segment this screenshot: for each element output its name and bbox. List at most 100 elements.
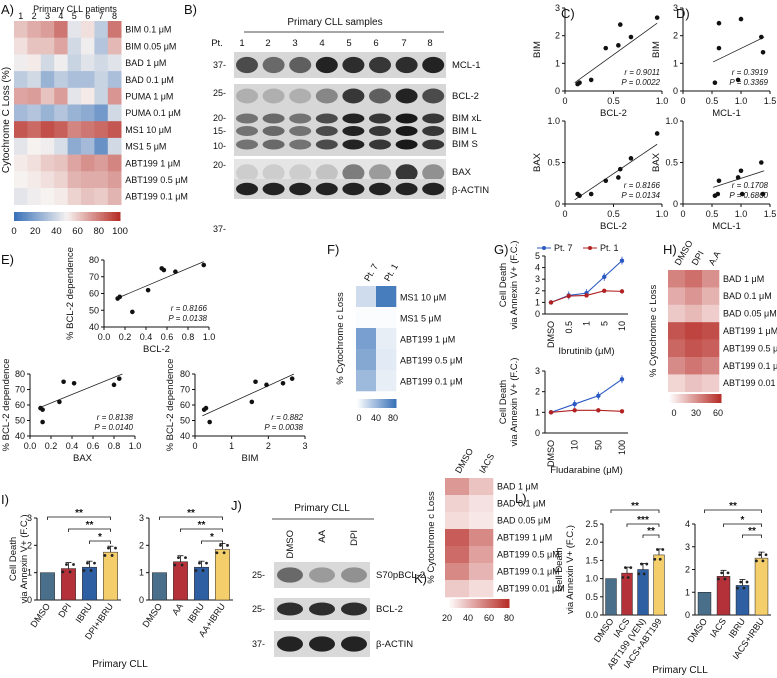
- y-tick-label: 2.5: [585, 519, 598, 529]
- data-point: [617, 166, 623, 172]
- y-tick-label: 50: [89, 305, 99, 315]
- blot-band: [236, 182, 258, 196]
- band-label: S70pBCL-2: [376, 570, 425, 581]
- heatmap-cell: [445, 529, 470, 547]
- colorbar-segment: [366, 399, 369, 408]
- heatmap-cell: [445, 546, 470, 564]
- colorbar-tick: 40: [463, 613, 473, 623]
- colorbar-segment: [699, 394, 703, 403]
- mw-marker: 37-: [252, 639, 265, 649]
- replicate-point: [205, 561, 208, 565]
- colorbar-segment: [488, 599, 491, 608]
- y-tick-label: 0: [27, 595, 32, 605]
- mw-marker: 20-: [213, 113, 226, 123]
- heatmap-cell: [27, 137, 42, 155]
- x-axis-label: MCL-1: [712, 221, 741, 232]
- colorbar-segment: [35, 212, 39, 221]
- colorbar-segment: [668, 394, 671, 403]
- significance-label: **: [86, 520, 94, 531]
- significance-bracket: [742, 534, 762, 538]
- heatmap-cell: [469, 529, 494, 547]
- colorbar-segment: [669, 394, 673, 403]
- colorbar-tick: 60: [484, 613, 494, 623]
- colorbar-segment: [64, 212, 68, 221]
- y-tick-label: 60: [180, 400, 190, 410]
- replicate-point: [219, 543, 222, 547]
- replicate-point: [626, 576, 630, 579]
- bar: [621, 572, 633, 616]
- lane-label: 5: [346, 38, 351, 49]
- fit-line: [38, 373, 123, 409]
- x-tick-label: IACS: [708, 616, 728, 639]
- data-point: [654, 131, 660, 136]
- colorbar-segment: [96, 212, 100, 221]
- colorbar-segment: [680, 394, 683, 403]
- significance-label: **: [647, 526, 655, 537]
- blot-band: [289, 56, 312, 74]
- heatmap-cell: [54, 21, 68, 38]
- lane-label: DPI: [349, 530, 360, 546]
- stat-r: r = 0.1708: [732, 181, 769, 190]
- axis-label: % Cytochrome c Loss: [426, 491, 437, 584]
- colorbar-segment: [480, 599, 483, 608]
- colorbar-segment: [377, 399, 380, 408]
- heatmap-cell: [668, 270, 686, 288]
- heatmap-cell: [14, 171, 28, 189]
- replicate-point: [222, 551, 226, 555]
- y-tick-label: 1: [139, 568, 144, 578]
- y-tick-label: 1: [685, 587, 690, 597]
- series-point: [619, 377, 625, 382]
- heatmap-cell: [356, 328, 377, 350]
- heatmap-cell: [668, 287, 686, 306]
- significance-bracket: [159, 516, 223, 520]
- x-tick-label: 1.5: [764, 96, 777, 106]
- colorbar-segment: [104, 212, 108, 221]
- data-point: [111, 382, 117, 388]
- heatmap-cell: [14, 37, 28, 55]
- data-point: [249, 399, 255, 405]
- y-axis-label: BAX: [651, 152, 662, 172]
- heatmap-cell: [445, 495, 470, 513]
- blot-band: [369, 126, 391, 136]
- data-point: [735, 77, 741, 83]
- heatmap-cell: [702, 374, 720, 393]
- column-label: Pt. 1: [382, 262, 400, 283]
- row-label: MS1 5 μM: [125, 142, 166, 152]
- heatmap-cell: [94, 171, 109, 189]
- series-point: [602, 288, 607, 293]
- colorbar-segment: [389, 399, 392, 408]
- heatmap-cell: [54, 121, 68, 139]
- heatmap-cell: [94, 71, 109, 89]
- heatmap-cell: [81, 154, 95, 172]
- heatmap-cell: [685, 287, 703, 306]
- colorbar-segment: [43, 212, 47, 221]
- y-tick-label: 3: [139, 513, 144, 523]
- heatmap-cell: [469, 546, 494, 564]
- colorbar-segment: [56, 212, 60, 221]
- heatmap-cell: [67, 54, 82, 72]
- column-label: IACS: [477, 452, 496, 475]
- row-label: ABT199 1 μM: [125, 158, 180, 168]
- y-axis-label: % BCL-2 dependence: [1, 359, 12, 452]
- x-axis-label: MCL-1: [712, 108, 741, 119]
- mw-marker: 25-: [252, 570, 265, 580]
- colorbar-segment: [368, 399, 370, 408]
- colorbar-segment: [492, 599, 496, 608]
- colorbar-segment: [74, 212, 79, 221]
- bar: [61, 568, 76, 601]
- colorbar-segment: [463, 599, 467, 608]
- heatmap-cell: [40, 21, 55, 38]
- x-tick-label: DMSO: [592, 616, 616, 644]
- series-line: [550, 409, 623, 413]
- heatmap-cell: [668, 357, 686, 375]
- blot-band: [262, 88, 285, 104]
- y-tick-label: 4: [685, 519, 690, 529]
- colorbar-tick: 40: [371, 413, 381, 423]
- colorbar-segment: [27, 212, 31, 221]
- panel-label-C: C): [561, 6, 575, 21]
- colorbar-segment: [708, 394, 711, 403]
- axis-label: Cytochrome C Loss (%): [1, 67, 12, 173]
- row-label: MS1 10 μM: [400, 292, 446, 302]
- heatmap-cell: [40, 87, 55, 105]
